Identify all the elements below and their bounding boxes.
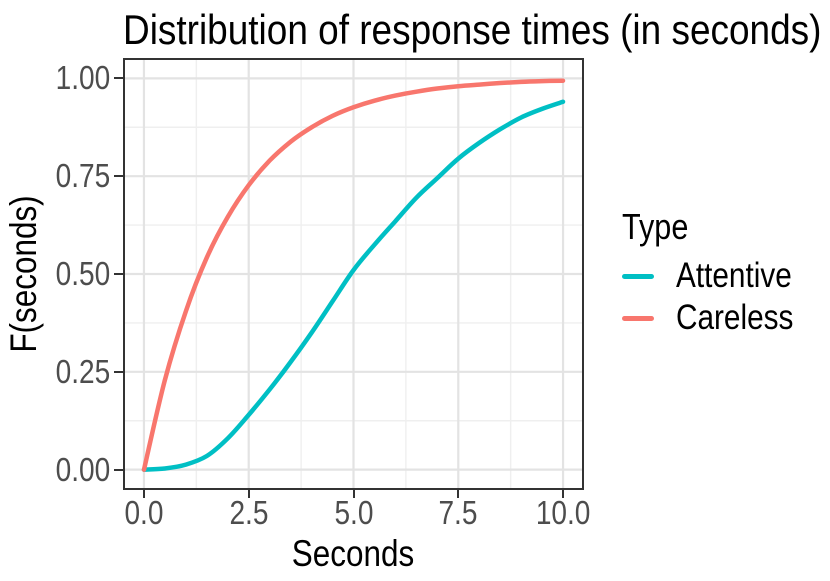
y-tick-mark [114, 175, 123, 178]
x-tick-mark [247, 490, 250, 498]
y-tick-mark [114, 468, 123, 471]
careless-curve [141, 78, 566, 472]
x-tick-mark [457, 490, 460, 498]
legend-key-careless [622, 315, 654, 321]
chart-title-text: Distribution of response times (in secon… [123, 6, 822, 53]
legend-key-attentive [622, 273, 654, 279]
y-tick-mark [114, 273, 123, 275]
legend-items: Attentive Careless [622, 256, 814, 338]
y-tick-mark [114, 77, 123, 80]
y-tick-label: 0.75 [55, 157, 110, 195]
y-tick-mark [114, 370, 123, 373]
x-tick-label: 2.5 [229, 494, 269, 531]
legend-label: Attentive [676, 256, 792, 295]
plot-svg [123, 58, 584, 490]
x-axis-title: Seconds [291, 533, 415, 574]
panel-border [123, 58, 584, 490]
attentive-curve [141, 99, 566, 472]
x-tick-mark [562, 490, 564, 498]
x-tick-label: 5.0 [334, 494, 373, 531]
plot-panel [123, 58, 584, 490]
legend-item-careless: Careless [622, 298, 814, 338]
y-tick-label: 1.00 [55, 59, 110, 97]
y-tick-label: 0.00 [55, 450, 110, 488]
chart-title: Distribution of response times (in secon… [123, 8, 830, 52]
y-tick-label: 0.25 [55, 352, 110, 390]
legend-item-attentive: Attentive [622, 256, 814, 296]
legend-title: Type [622, 206, 689, 247]
x-tick-mark [352, 490, 355, 498]
legend: Type Attentive Careless [622, 206, 814, 338]
legend-label: Careless [676, 298, 794, 337]
x-tick-label: 10.0 [535, 494, 591, 531]
y-tick-label: 0.50 [55, 255, 110, 292]
x-tick-label: 7.5 [438, 494, 478, 531]
x-tick-label: 0.0 [124, 494, 164, 531]
x-tick-mark [143, 490, 145, 498]
